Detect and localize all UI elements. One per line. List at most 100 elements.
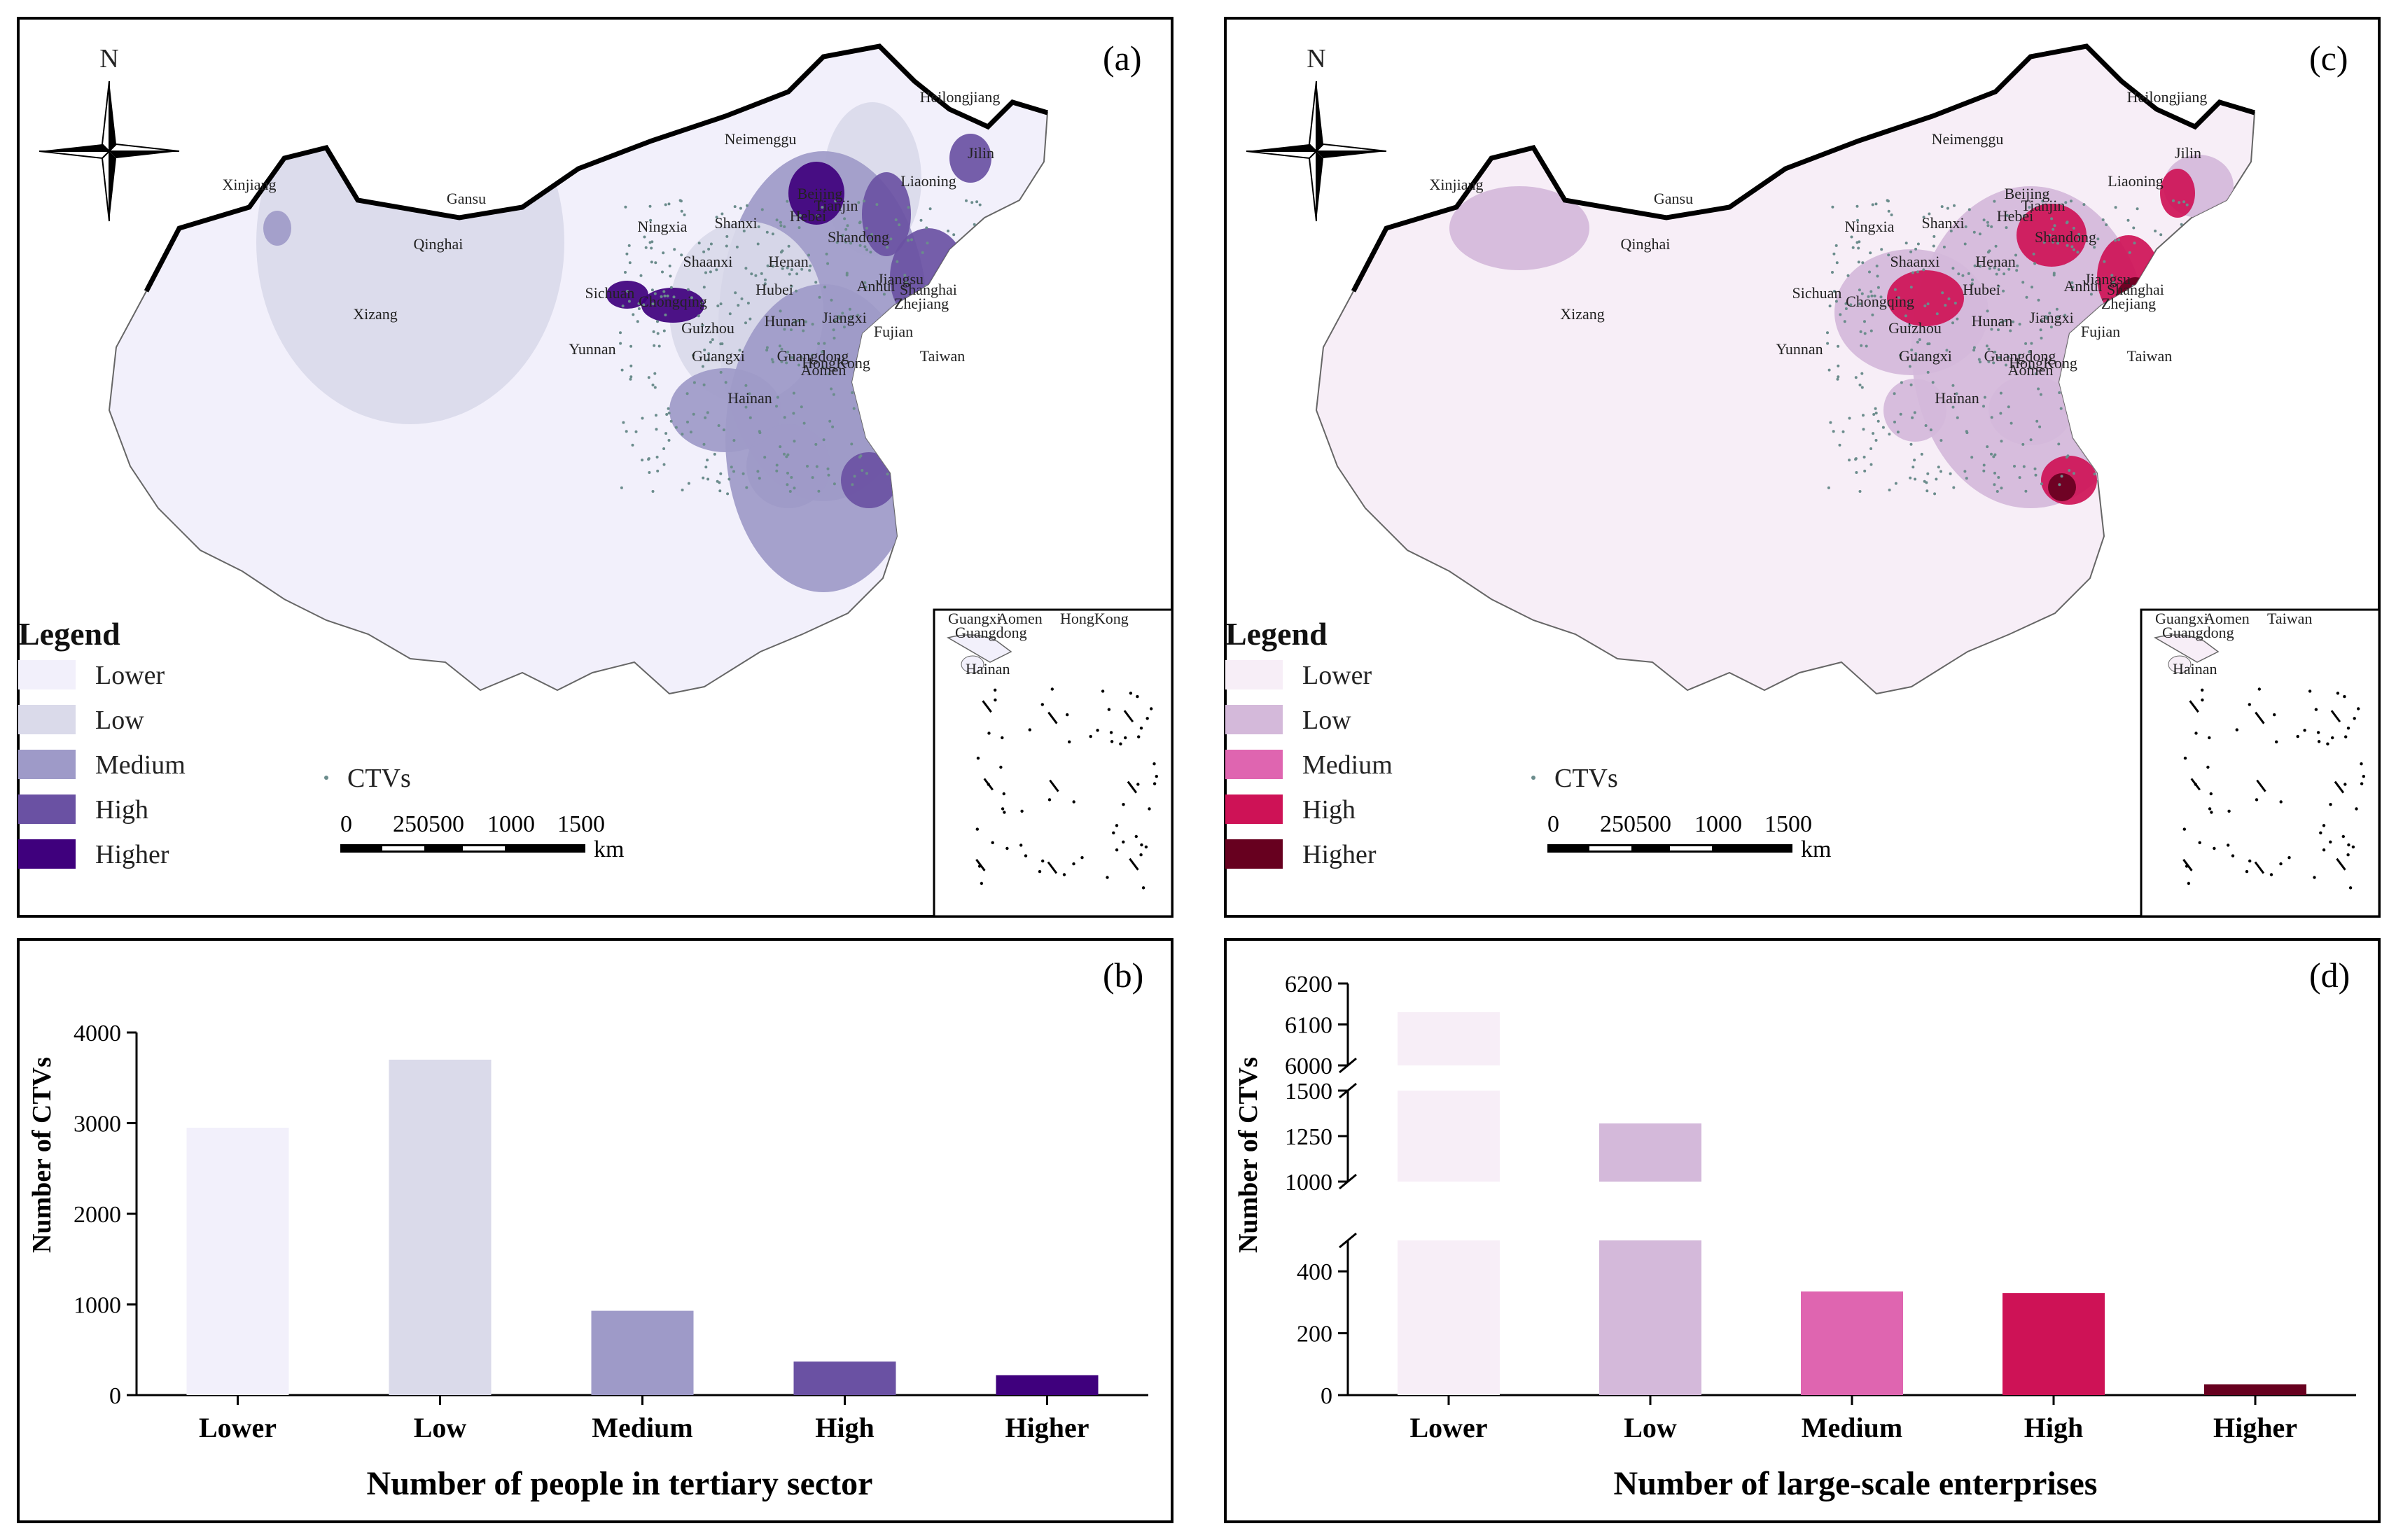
ctv-point bbox=[943, 396, 947, 400]
ctv-point bbox=[905, 468, 909, 471]
inset-island bbox=[980, 881, 984, 886]
ctv-point bbox=[765, 346, 769, 349]
inset-island bbox=[1005, 846, 1009, 850]
ctv-point bbox=[701, 323, 704, 327]
ctv-point bbox=[1857, 260, 1860, 264]
ctv-point bbox=[1940, 205, 1944, 209]
ctv-point bbox=[1888, 489, 1891, 491]
ctv-point bbox=[797, 363, 800, 367]
ctv-point bbox=[919, 323, 922, 326]
inset-island bbox=[2331, 736, 2334, 740]
inset-island bbox=[994, 688, 997, 692]
province-label-zhejiang: Zhejiang bbox=[894, 295, 949, 312]
ctv-point bbox=[2028, 350, 2031, 354]
inset-island bbox=[1024, 854, 1028, 858]
ctv-point bbox=[1913, 411, 1916, 414]
ctv-point bbox=[2103, 260, 2106, 263]
ctv-point bbox=[853, 475, 856, 478]
inset-island bbox=[1137, 735, 1141, 738]
ctv-point bbox=[1986, 445, 1989, 449]
inset-island bbox=[2346, 853, 2350, 857]
ctv-point bbox=[1908, 323, 1911, 327]
ctv-point bbox=[2024, 342, 2028, 345]
ctv-point bbox=[1909, 476, 1912, 479]
ctv-point bbox=[2174, 254, 2177, 258]
ctv-point bbox=[2187, 232, 2190, 236]
ctv-point bbox=[788, 490, 792, 493]
ctv-point bbox=[1876, 419, 1880, 423]
ctv-point bbox=[865, 472, 868, 475]
ctv-point bbox=[814, 442, 818, 446]
ctv-point bbox=[1973, 264, 1977, 267]
ctv-point bbox=[1935, 312, 1939, 316]
inset-island bbox=[2187, 881, 2191, 886]
ctv-point bbox=[1911, 465, 1915, 469]
ctv-point bbox=[969, 377, 973, 381]
ctv-point bbox=[1926, 342, 1930, 346]
inset-boundary-dash bbox=[1049, 779, 1059, 792]
ctv-point bbox=[2041, 200, 2045, 203]
chart-d-axis-break-icon bbox=[1339, 1173, 1357, 1190]
ctv-point bbox=[1896, 430, 1900, 434]
ctv-point bbox=[2121, 419, 2124, 423]
ctv-point bbox=[1993, 351, 1997, 354]
province-label-yunnan: Yunnan bbox=[569, 340, 615, 358]
ctv-point bbox=[2039, 328, 2042, 332]
ctv-point bbox=[669, 286, 673, 289]
ctv-point bbox=[707, 352, 711, 356]
ctv-point bbox=[1939, 439, 1943, 442]
ctv-point bbox=[1858, 384, 1862, 386]
ctv-point bbox=[662, 251, 665, 255]
ctv-point bbox=[620, 486, 623, 489]
chart-d-ytick-label: 6100 bbox=[1285, 1013, 1332, 1039]
ctv-point bbox=[1992, 361, 1995, 365]
ctv-point bbox=[738, 349, 741, 352]
inset-island bbox=[976, 756, 980, 760]
ctv-point bbox=[846, 224, 849, 227]
ctv-point bbox=[629, 364, 633, 368]
ctv-point bbox=[2058, 483, 2061, 486]
ctv-point bbox=[683, 214, 686, 216]
north-arrow-icon bbox=[39, 144, 109, 151]
ctv-point bbox=[2178, 461, 2182, 465]
bar-chart-b: (b) 0 1000 2000 3000 4000 Lower Low Medium High H… bbox=[17, 938, 1173, 1523]
ctv-point bbox=[775, 218, 779, 222]
ctv-point bbox=[772, 265, 775, 268]
chart-b-bar-high bbox=[793, 1362, 896, 1395]
ctv-point bbox=[973, 362, 976, 365]
ctv-point bbox=[1890, 214, 1893, 216]
province-label-heilongjiang: Heilongjiang bbox=[2127, 88, 2208, 106]
ctv-legend-label: CTVs bbox=[347, 764, 411, 793]
ctv-point bbox=[949, 410, 952, 414]
inset-label-aomen: Aomen bbox=[2204, 610, 2250, 627]
ctv-point bbox=[860, 345, 863, 349]
province-label-aomen: Aomen bbox=[801, 361, 847, 379]
province-label-xinjiang: Xinjiang bbox=[223, 176, 277, 193]
inset-island bbox=[1129, 692, 1133, 695]
ctv-point bbox=[857, 201, 861, 204]
inset-boundary-dash bbox=[2190, 778, 2201, 791]
ctv-point bbox=[818, 295, 821, 299]
ctv-point bbox=[1871, 203, 1874, 206]
ctv-point bbox=[713, 452, 716, 456]
inset-island bbox=[1110, 740, 1114, 743]
inset-island bbox=[1062, 873, 1066, 876]
ctv-point bbox=[1879, 295, 1883, 299]
ctv-point bbox=[765, 230, 769, 234]
inset-island bbox=[1072, 862, 1075, 866]
ctv-point bbox=[2178, 201, 2181, 204]
ctv-point bbox=[2132, 479, 2135, 482]
ctv-point bbox=[1874, 439, 1878, 442]
ctv-point bbox=[863, 200, 865, 203]
inset-island bbox=[1107, 708, 1111, 711]
panel-a-frame bbox=[17, 17, 1173, 918]
ctv-point bbox=[2156, 398, 2159, 401]
inset-island bbox=[1020, 809, 1024, 813]
ctv-point bbox=[1916, 242, 1920, 246]
ctv-point bbox=[629, 377, 632, 381]
north-arrow-icon: N bbox=[1246, 44, 1387, 222]
ctv-point bbox=[817, 489, 821, 493]
ctv-point bbox=[2156, 402, 2159, 405]
chart-b-category-label: Higher bbox=[1005, 1412, 1089, 1443]
ctv-point bbox=[667, 412, 671, 415]
